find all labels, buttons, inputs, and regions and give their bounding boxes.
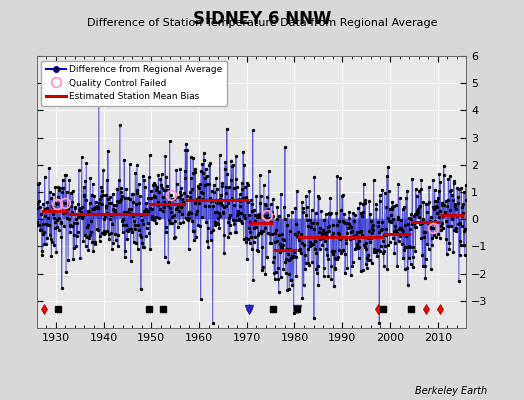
Text: Difference of Station Temperature Data from Regional Average: Difference of Station Temperature Data f… <box>87 18 437 28</box>
Text: Berkeley Earth: Berkeley Earth <box>415 386 487 396</box>
Text: SIDNEY 6 NNW: SIDNEY 6 NNW <box>193 10 331 28</box>
